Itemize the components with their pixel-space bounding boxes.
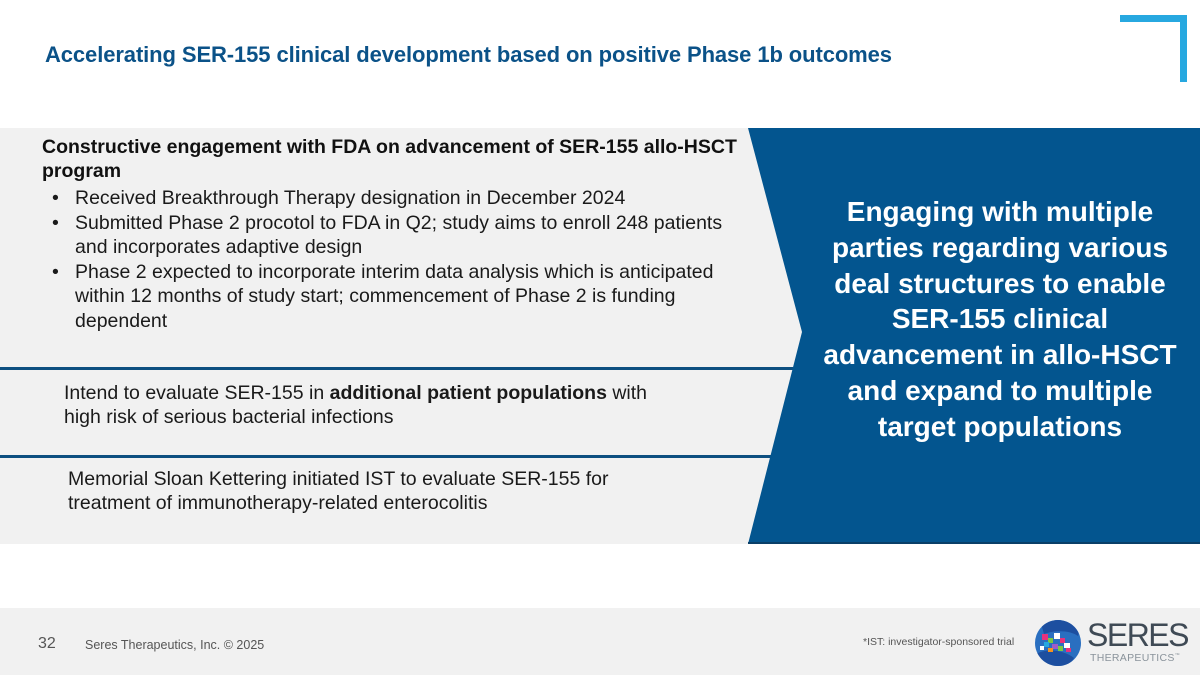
callout-chevron-shape <box>748 128 1200 544</box>
page-number: 32 <box>38 635 56 652</box>
bullet-text: Phase 2 expected to incorporate interim … <box>75 260 714 332</box>
seres-logo-icon <box>1035 620 1081 666</box>
bullet-icon: • <box>52 187 59 209</box>
bullet-item: • Phase 2 expected to incorporate interi… <box>52 260 752 334</box>
fda-engagement-bullets: • Received Breakthrough Therapy designat… <box>52 186 752 333</box>
seres-logo: SERES THERAPEUTICS™ <box>1034 616 1194 672</box>
logo-subtitle: THERAPEUTICS™ <box>1090 652 1180 664</box>
msk-ist-text: Memorial Sloan Kettering initiated IST t… <box>68 468 609 514</box>
trademark-symbol: ™ <box>1174 652 1181 659</box>
bracket-vertical <box>1180 15 1187 82</box>
content-area: Constructive engagement with FDA on adva… <box>0 128 1200 544</box>
bullet-icon: • <box>52 211 59 234</box>
logo-wordmark: SERES <box>1087 617 1189 653</box>
slide-title: Accelerating SER-155 clinical developmen… <box>45 42 892 67</box>
footer: 32 Seres Therapeutics, Inc. © 2025 *IST:… <box>0 608 1200 675</box>
bracket-horizontal <box>1120 15 1187 22</box>
bold-text-segment: additional patient populations <box>329 382 607 404</box>
band-divider-2 <box>0 455 820 458</box>
bullet-item: • Submitted Phase 2 procotol to FDA in Q… <box>52 211 752 260</box>
bullet-item: • Received Breakthrough Therapy designat… <box>52 186 752 211</box>
bullet-icon: • <box>52 260 59 283</box>
logo-subtitle-text: THERAPEUTICS <box>1090 652 1175 664</box>
bullet-text: Submitted Phase 2 procotol to FDA in Q2;… <box>75 211 723 259</box>
corner-bracket-decoration <box>1120 15 1187 82</box>
footnote-text: *IST: investigator-sponsored trial <box>863 636 1015 648</box>
callout-text: Engaging with multiple parties regarding… <box>823 196 1177 442</box>
text-segment: Intend to evaluate SER-155 in <box>64 382 330 404</box>
bullet-text: Received Breakthrough Therapy designatio… <box>75 187 626 209</box>
additional-populations-text: Intend to evaluate SER-155 in additional… <box>64 381 664 429</box>
fda-engagement-heading: Constructive engagement with FDA on adva… <box>42 136 737 182</box>
text-segment: with high risk of serious bacterial infe… <box>64 382 648 428</box>
content-background <box>0 128 820 544</box>
copyright-text: Seres Therapeutics, Inc. © 2025 <box>85 638 265 652</box>
band-divider-1 <box>0 367 820 370</box>
